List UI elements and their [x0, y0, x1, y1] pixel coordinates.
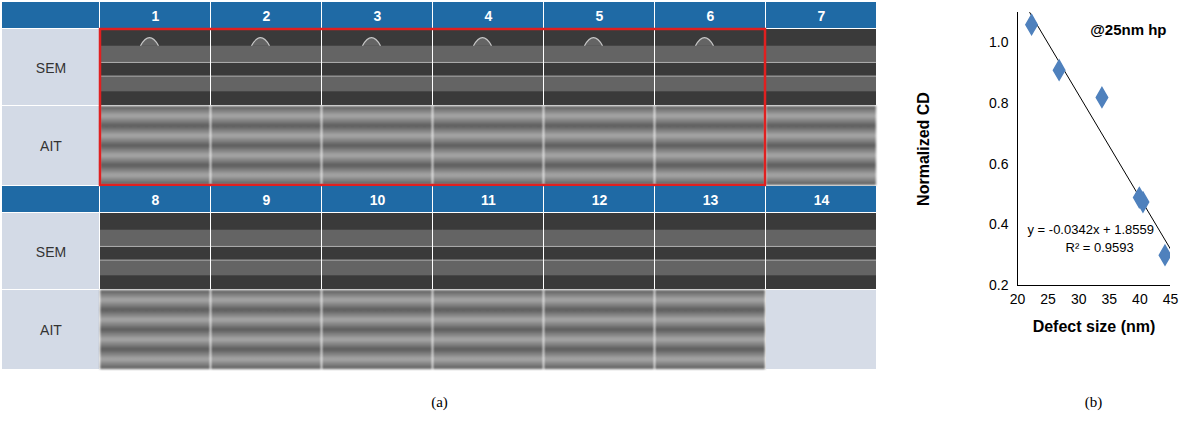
svg-text:Normalized CD: Normalized CD — [915, 92, 932, 206]
svg-text:R² = 0.9593: R² = 0.9593 — [1066, 240, 1134, 255]
svg-text:0.2: 0.2 — [989, 277, 1009, 293]
svg-text:25: 25 — [1040, 291, 1056, 307]
svg-text:0.8: 0.8 — [989, 95, 1009, 111]
svg-text:0.4: 0.4 — [989, 216, 1009, 232]
svg-text:@25nm hp: @25nm hp — [1090, 21, 1166, 38]
svg-text:6: 6 — [707, 8, 715, 24]
html-text:(b): (b) — [1084, 394, 1103, 410]
svg-text:40: 40 — [1132, 291, 1148, 307]
svg-text:1.0: 1.0 — [989, 34, 1009, 50]
svg-text:14: 14 — [814, 192, 830, 208]
svg-text:11: 11 — [481, 192, 496, 208]
svg-text:12: 12 — [592, 192, 608, 208]
svg-text:4: 4 — [485, 8, 493, 24]
svg-text:Defect size (nm): Defect size (nm) — [1033, 318, 1156, 335]
svg-text:7: 7 — [818, 8, 826, 24]
html-text:(a): (a) — [431, 394, 448, 410]
svg-text:y = -0.0342x + 1.8559: y = -0.0342x + 1.8559 — [1028, 222, 1154, 237]
svg-text:45: 45 — [1163, 291, 1179, 307]
svg-text:SEM: SEM — [36, 244, 66, 260]
svg-text:0.6: 0.6 — [989, 156, 1009, 172]
svg-text:13: 13 — [703, 192, 719, 208]
svg-text:1: 1 — [152, 8, 160, 24]
svg-text:3: 3 — [374, 8, 382, 24]
svg-text:5: 5 — [596, 8, 604, 24]
svg-text:SEM: SEM — [36, 60, 66, 76]
svg-text:20: 20 — [1010, 291, 1026, 307]
svg-text:2: 2 — [263, 8, 271, 24]
svg-text:35: 35 — [1102, 291, 1118, 307]
svg-text:8: 8 — [152, 192, 160, 208]
svg-text:9: 9 — [263, 192, 271, 208]
svg-text:30: 30 — [1071, 291, 1087, 307]
svg-text:AIT: AIT — [40, 322, 62, 338]
svg-text:AIT: AIT — [40, 138, 62, 154]
svg-text:10: 10 — [370, 192, 386, 208]
